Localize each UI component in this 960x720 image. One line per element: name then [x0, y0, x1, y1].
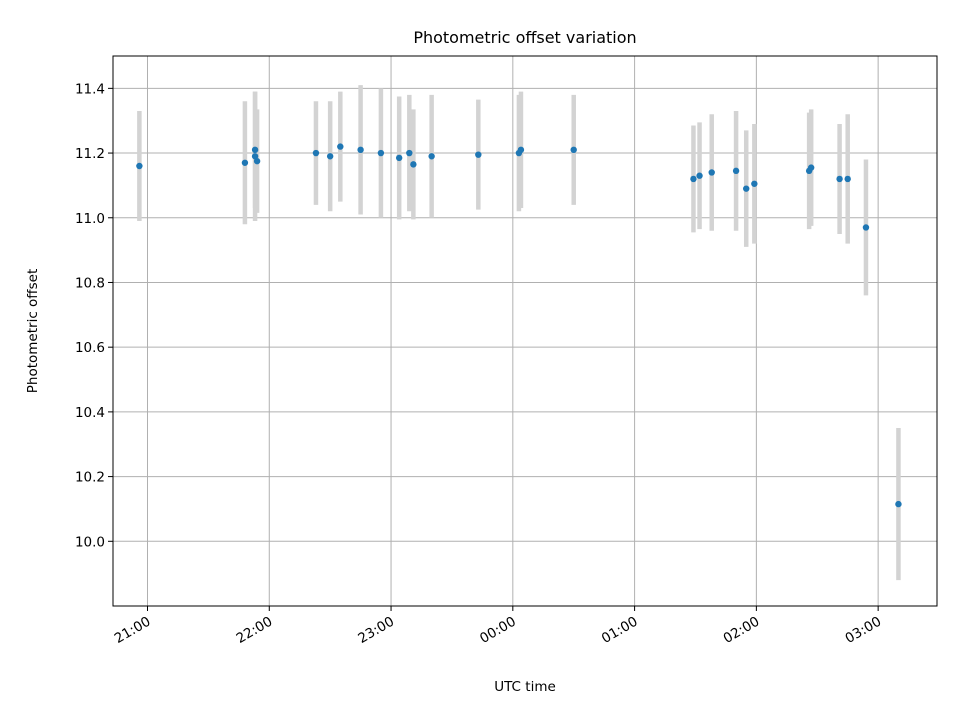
plot-frame: [112, 55, 938, 607]
y-tick-label: 10.0: [75, 534, 105, 550]
data-point: [395, 154, 403, 162]
data-point: [136, 162, 143, 170]
data-point: [241, 159, 249, 166]
x-axis-label: UTC time: [494, 679, 556, 695]
data-point: [807, 164, 815, 171]
y-tick-label: 11.0: [75, 211, 105, 227]
y-tick-label: 10.8: [75, 275, 105, 291]
y-axis-label: Photometric offset: [25, 269, 41, 393]
data-point: [708, 169, 715, 176]
data-point: [844, 175, 851, 183]
data-point: [475, 151, 482, 158]
data-point: [743, 185, 750, 192]
y-axis-ticks: 10.0 10.2 10.4 10.6 10.8 11.0 11.2 11.4: [75, 81, 113, 550]
y-tick-label: 11.2: [75, 146, 105, 162]
y-tick-label: 10.6: [75, 340, 105, 356]
data-point: [570, 146, 577, 154]
data-point: [836, 175, 843, 183]
data-point: [690, 175, 697, 183]
data-point: [253, 157, 261, 165]
data-point: [337, 143, 344, 150]
data-point: [732, 167, 740, 175]
plot-background: [113, 56, 937, 606]
y-tick-label: 11.4: [75, 81, 105, 97]
data-point: [357, 146, 364, 154]
y-tick-label: 10.2: [75, 470, 105, 486]
data-points: [136, 143, 902, 508]
data-point: [428, 153, 435, 160]
data-point: [251, 146, 259, 154]
data-point: [751, 180, 758, 187]
data-point: [517, 146, 525, 154]
data-point: [696, 172, 703, 179]
data-point: [377, 149, 385, 157]
y-tick-label: 10.4: [75, 405, 105, 421]
data-point: [410, 161, 417, 168]
data-point: [862, 224, 870, 231]
chart-title: Photometric offset variation: [413, 28, 636, 47]
data-point: [406, 149, 413, 157]
data-point: [312, 149, 320, 157]
data-point: [895, 500, 902, 508]
data-point: [251, 153, 259, 160]
data-point: [326, 153, 334, 160]
